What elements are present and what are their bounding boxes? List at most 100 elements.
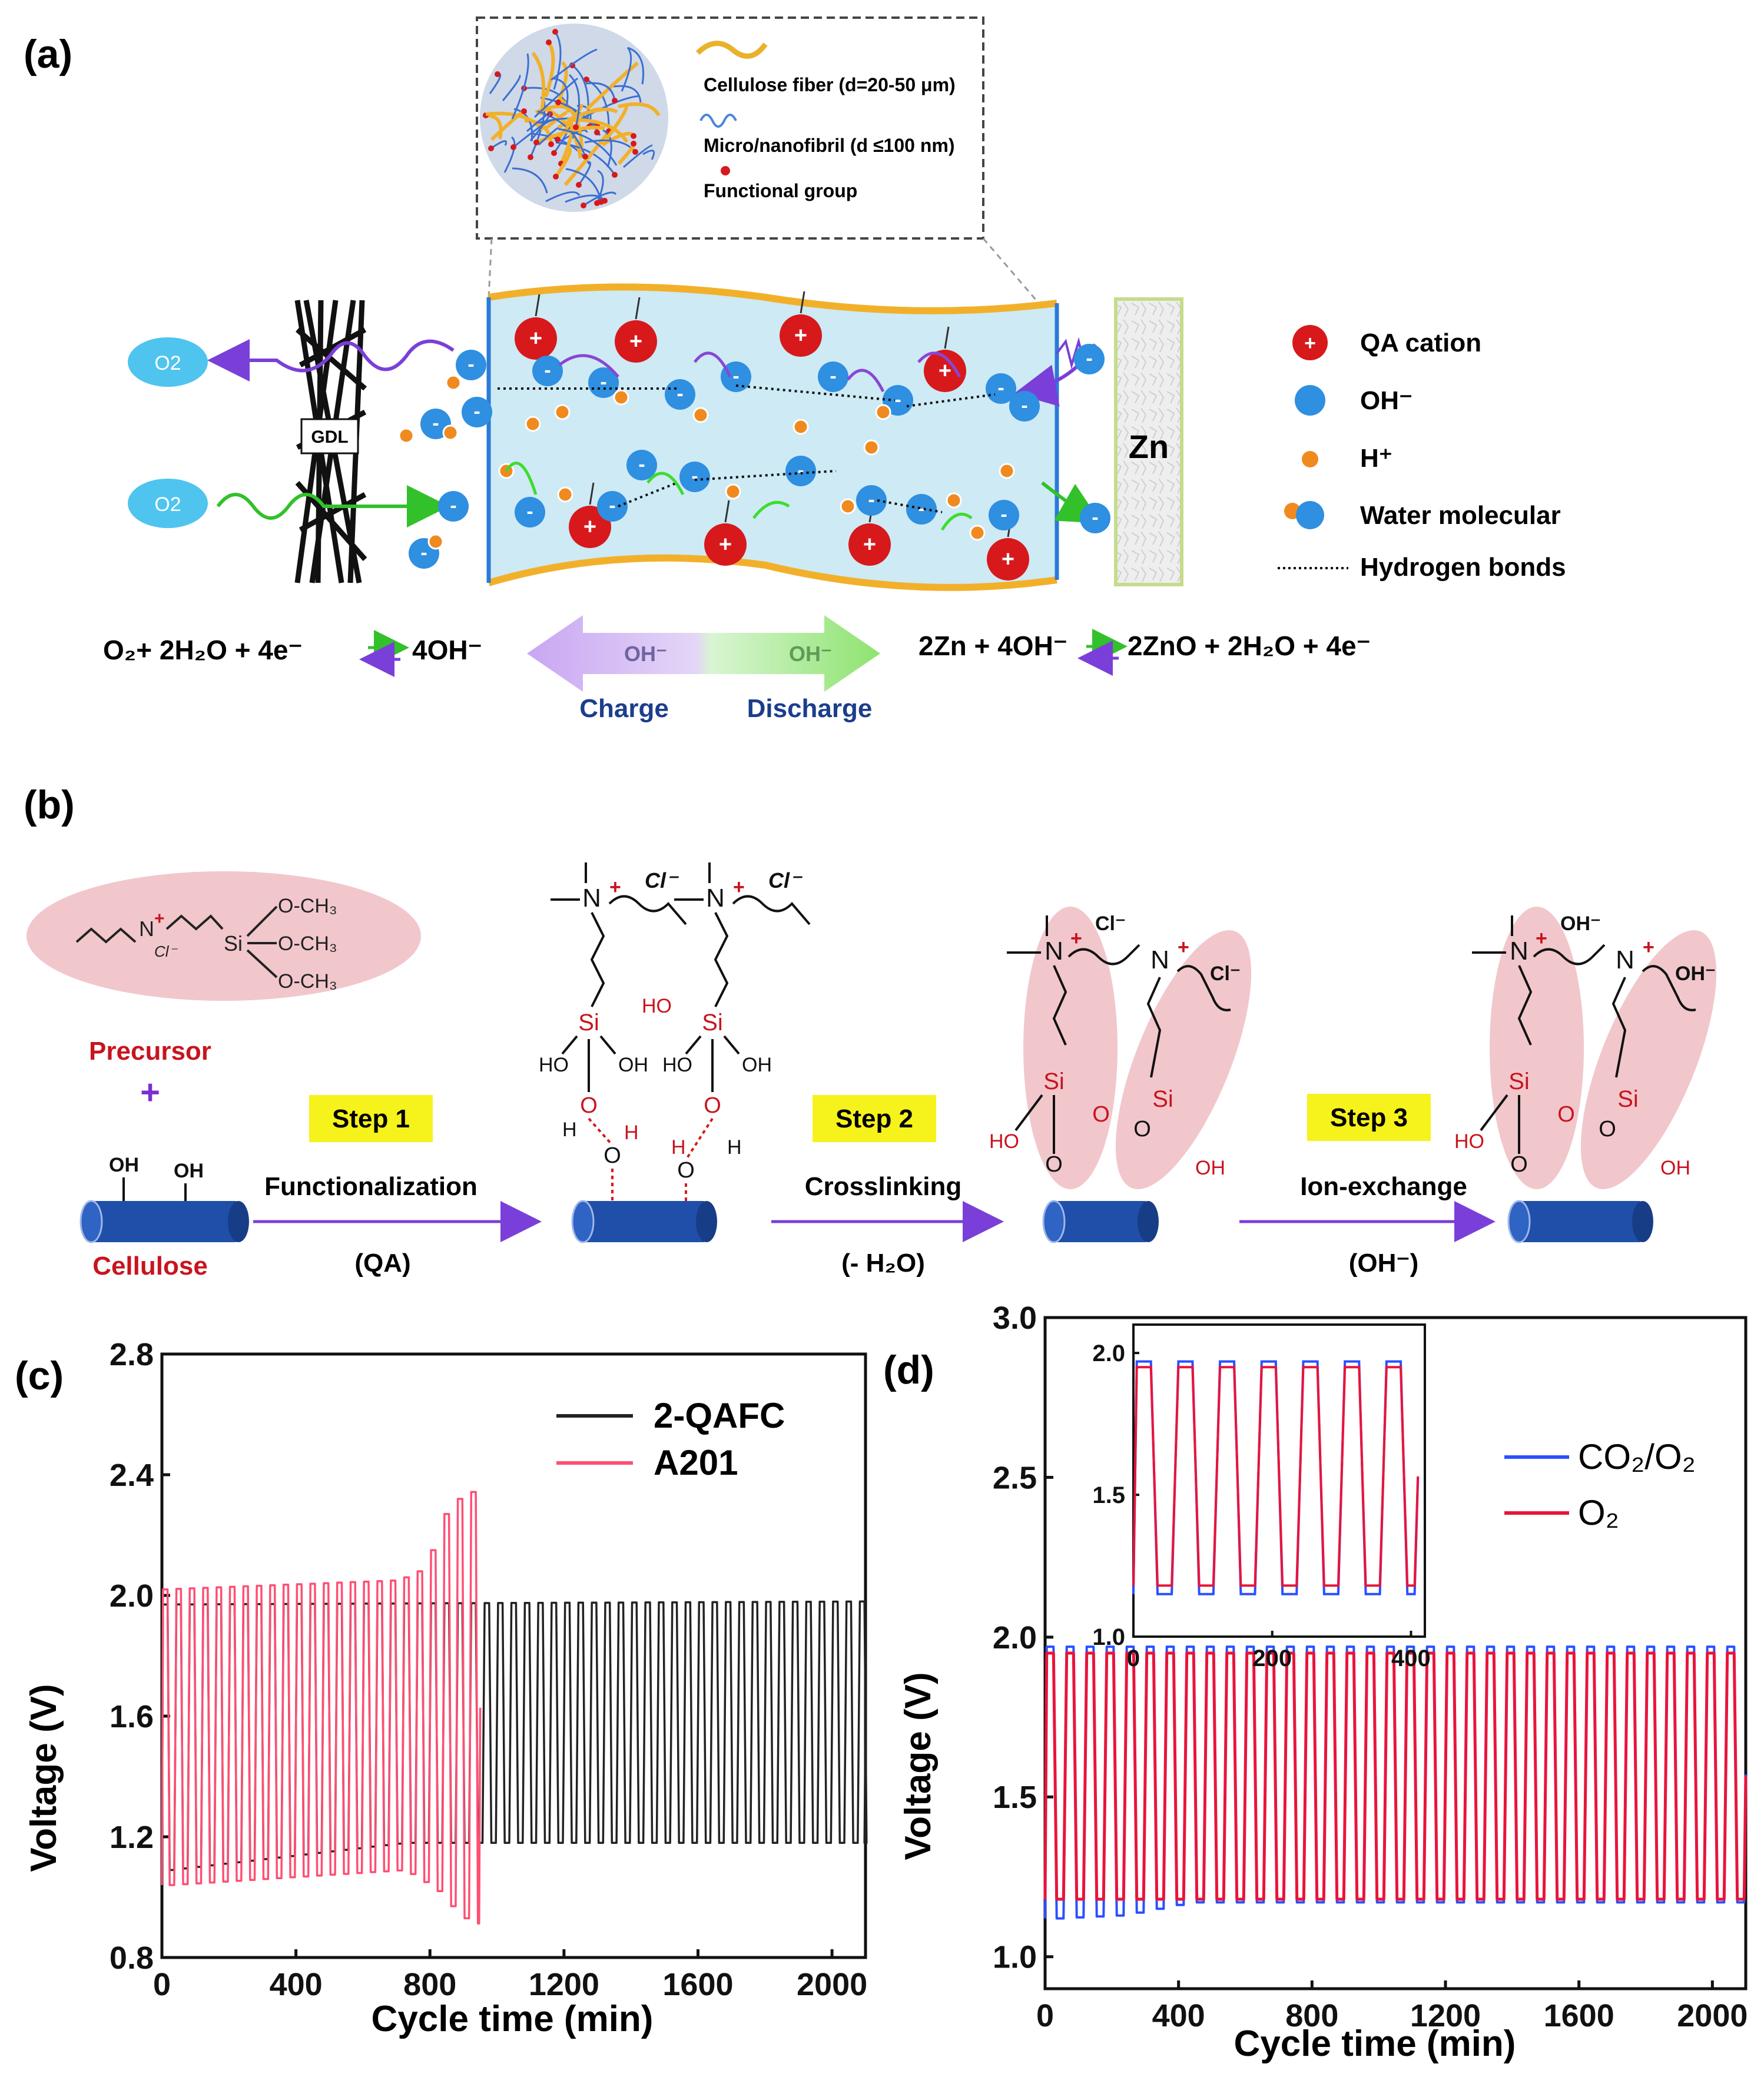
- qa-cation: [569, 506, 611, 548]
- cellulose-rod-end: [1138, 1201, 1159, 1242]
- methoxy-3: O-CH₃: [278, 970, 337, 993]
- chart-c-ytick-label: 1.6: [110, 1699, 154, 1734]
- fiber-strand: [490, 140, 507, 150]
- proton-icon: [1302, 451, 1318, 467]
- proton: [554, 404, 571, 420]
- proton: [613, 389, 629, 406]
- nitrogen-atom: N: [706, 884, 725, 913]
- legend-water-label: Water molecular: [1360, 501, 1561, 530]
- fiber-strand: [565, 168, 602, 203]
- propyl-linker: [1612, 977, 1627, 1078]
- surface-o: O: [604, 1143, 621, 1168]
- silanol-oh: OH: [742, 1054, 772, 1076]
- chart-d-frame: [1043, 1316, 1748, 1990]
- functional-group-dot: [510, 144, 516, 150]
- hydroxide-ion: [665, 379, 695, 410]
- functional-group-dot: [528, 154, 533, 160]
- alkyl-chain: [732, 895, 811, 925]
- inset-o2-line: [1132, 1366, 1420, 1587]
- functional-group-dot: [551, 150, 557, 156]
- fiber-strand: [572, 118, 629, 143]
- legend-a201-label: A201: [654, 1443, 738, 1482]
- counter-anion-cl: Cl⁻: [1210, 963, 1241, 985]
- chart-d-ytick-label: 2.0: [993, 1620, 1037, 1655]
- legend-2qafc-label: 2-QAFC: [654, 1396, 785, 1435]
- functional-group-dot: [573, 124, 579, 130]
- fiber-strand: [553, 31, 562, 90]
- qa-cation-icon: [1292, 325, 1328, 360]
- fiber-strand: [623, 144, 653, 168]
- fiber-strand: [605, 104, 629, 140]
- cellulose-rod-end: [79, 1200, 103, 1243]
- chart-c-ylabel: Voltage (V): [24, 1684, 64, 1872]
- o2-bubble-bottom: O2: [128, 479, 208, 528]
- hydroxide-ion: [818, 361, 848, 392]
- chart-d-ytick-label: 2.5: [993, 1460, 1037, 1495]
- cellulose-rod: [583, 1201, 707, 1242]
- charge-path-arrow: [207, 339, 455, 381]
- cellulose-rod: [1519, 1201, 1643, 1242]
- fiber-strand: [552, 77, 569, 107]
- inset-ytick-label: 1.5: [1092, 1482, 1125, 1508]
- hydroxide-sign: -: [830, 365, 836, 387]
- zinc-reaction-product: 2ZnO + 2H₂O + 4e⁻: [1128, 631, 1371, 661]
- bridge-o: O: [1092, 1102, 1110, 1127]
- gdl-label: GDL: [311, 427, 348, 447]
- precursor-label: Precursor: [89, 1037, 211, 1066]
- zoom-line-right: [982, 238, 1037, 301]
- silanol-ho: HO: [539, 1054, 569, 1076]
- propyl-linker: [1146, 977, 1162, 1078]
- ion-layer: + + ++++ ++- ---- ------ -- - ---------: [398, 291, 1110, 580]
- functional-group-dot: [533, 140, 539, 145]
- proton: [793, 419, 809, 435]
- silanol-oh: OH: [1660, 1157, 1690, 1179]
- qa-cation-sign: +: [863, 532, 876, 557]
- chart-d-ytick-label: 1.5: [993, 1780, 1037, 1815]
- chart-c-ytick-label: 2.0: [110, 1578, 154, 1614]
- oh-left-label: OH⁻: [624, 642, 667, 666]
- oh-right-label: OH⁻: [789, 642, 832, 666]
- proton: [398, 427, 415, 444]
- counter-anion: Cl⁻: [768, 868, 803, 892]
- discharge-path-arrow: [216, 485, 449, 527]
- chart-c-xlabel: Cycle time (min): [372, 1999, 654, 2039]
- ion-exchange-label: Ion-exchange: [1300, 1172, 1467, 1201]
- nitrogen-charge: +: [1643, 936, 1654, 958]
- hydroxide-sign: -: [544, 359, 551, 381]
- fiber-strand: [602, 129, 612, 168]
- qa-cation-sign: +: [719, 532, 732, 557]
- functional-group-dot: [553, 174, 559, 180]
- precursor-cl: Cl⁻: [154, 943, 178, 960]
- fiber-tangle: [483, 29, 661, 208]
- hydroxide-sign: -: [797, 459, 804, 482]
- surface-o: O: [1599, 1117, 1616, 1142]
- methoxy-2: O-CH₃: [278, 933, 337, 955]
- hydroxide-sign: -: [918, 497, 924, 520]
- propyl-linker: [1052, 965, 1067, 1046]
- silicon-atom: Si: [578, 1010, 599, 1036]
- functional-group-dot: [594, 130, 600, 135]
- functional-group-dot: [552, 29, 558, 35]
- inset-ytick-label: 1.0: [1092, 1624, 1125, 1650]
- crosslinking-sub: (- H₂O): [841, 1249, 925, 1278]
- fibril-legend-icon: [699, 114, 737, 128]
- nitrogen-charge: +: [1536, 927, 1547, 950]
- h-bond-red: [685, 1117, 714, 1161]
- alkyl-chain: [608, 895, 687, 925]
- nitrogen-atom: N: [582, 884, 601, 913]
- fiber-strand: [544, 41, 555, 97]
- chart-d-xtick-label: 0: [1036, 1998, 1054, 2033]
- hydroxide-ion: [989, 500, 1019, 530]
- panel-a-label: (a): [24, 32, 72, 77]
- qa-highlight-3b: [1115, 930, 1252, 1189]
- proton: [445, 374, 462, 391]
- silicon-atom: Si: [1617, 1086, 1639, 1112]
- chart-d-inset: 0 200 400 1.0 1.5 2.0: [1092, 1323, 1431, 1671]
- silanol-ho: HO: [1454, 1130, 1484, 1153]
- chart-d-xtick-label: 400: [1152, 1998, 1205, 2033]
- panel-b-label: (b): [24, 782, 75, 827]
- silicon-atom: Si: [1508, 1069, 1530, 1094]
- functional-group-dot: [612, 98, 618, 104]
